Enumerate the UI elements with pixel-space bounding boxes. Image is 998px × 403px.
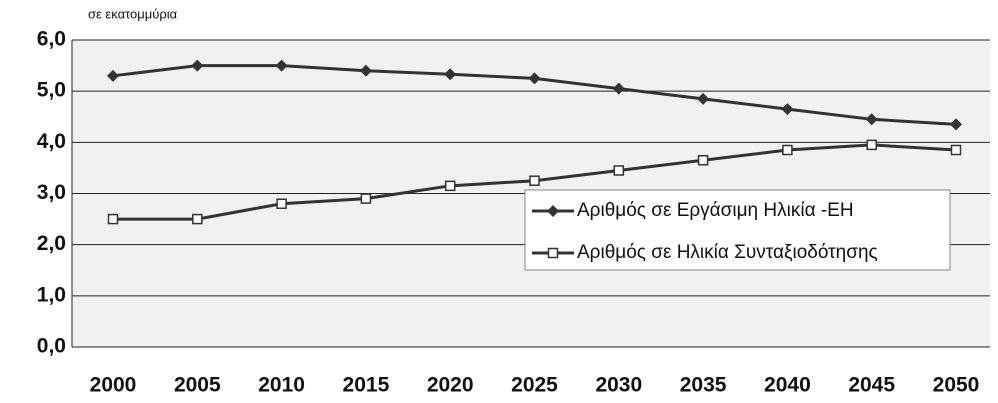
x-tick-label: 2000 bbox=[90, 374, 137, 397]
marker bbox=[529, 175, 540, 186]
marker bbox=[191, 59, 204, 72]
marker bbox=[444, 68, 457, 81]
marker bbox=[612, 82, 625, 95]
marker bbox=[275, 59, 288, 72]
x-tick-label: 2015 bbox=[343, 374, 390, 397]
y-tick-label: 4,0 bbox=[37, 130, 66, 153]
x-tick-label: 2035 bbox=[680, 374, 727, 397]
marker bbox=[697, 92, 710, 105]
legend-label: Αριθμός σε Ηλικία Συνταξιοδότησης bbox=[577, 242, 878, 263]
y-tick-label: 5,0 bbox=[37, 79, 66, 102]
x-tick-label: 2050 bbox=[933, 374, 980, 397]
marker bbox=[359, 64, 372, 77]
y-tick-label: 1,0 bbox=[37, 283, 66, 306]
marker bbox=[528, 72, 541, 85]
x-tick-label: 2030 bbox=[595, 374, 642, 397]
marker bbox=[444, 180, 456, 192]
y-tick-label: 6,0 bbox=[37, 28, 66, 51]
x-tick-label: 2025 bbox=[511, 374, 558, 397]
x-tick-label: 2020 bbox=[427, 374, 474, 397]
marker bbox=[276, 198, 287, 209]
marker bbox=[547, 205, 559, 217]
marker bbox=[950, 144, 962, 156]
marker bbox=[107, 213, 119, 225]
marker bbox=[107, 69, 119, 82]
marker bbox=[547, 247, 559, 259]
x-tick-label: 2010 bbox=[258, 374, 305, 397]
x-tick-label: 2040 bbox=[764, 374, 811, 397]
marker bbox=[866, 139, 877, 151]
y-tick-label: 3,0 bbox=[37, 181, 66, 204]
marker bbox=[950, 118, 962, 131]
marker bbox=[613, 165, 625, 176]
legend-label: Αριθμός σε Εργάσιμη Ηλικία -ΕΗ bbox=[577, 200, 854, 221]
y-tick-label: 0,0 bbox=[37, 335, 66, 358]
x-tick-label: 2005 bbox=[174, 374, 221, 397]
legend-box bbox=[524, 189, 951, 271]
y-tick-label: 2,0 bbox=[37, 232, 66, 255]
marker bbox=[782, 144, 793, 156]
marker bbox=[865, 113, 878, 126]
x-tick-label: 2045 bbox=[848, 374, 895, 397]
marker bbox=[697, 154, 709, 166]
marker bbox=[360, 193, 372, 204]
chart-subtitle: σε εκατομμύρια bbox=[88, 6, 178, 21]
marker bbox=[192, 213, 203, 225]
marker bbox=[781, 103, 794, 116]
